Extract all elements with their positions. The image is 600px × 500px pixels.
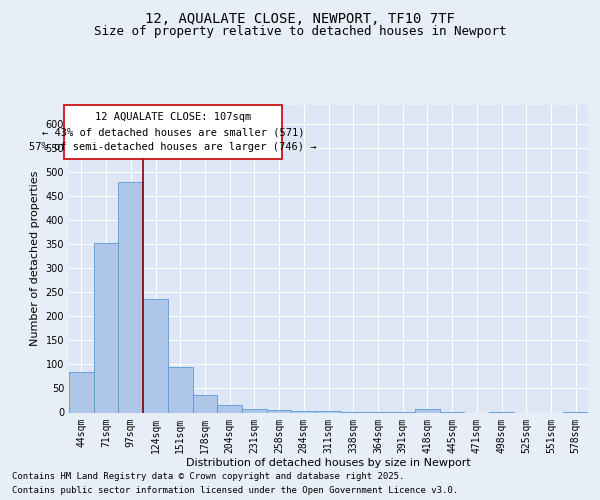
Text: 12, AQUALATE CLOSE, NEWPORT, TF10 7TF: 12, AQUALATE CLOSE, NEWPORT, TF10 7TF: [145, 12, 455, 26]
Bar: [143, 299, 168, 412]
Text: Contains HM Land Registry data © Crown copyright and database right 2025.: Contains HM Land Registry data © Crown c…: [12, 472, 404, 481]
Bar: [94, 244, 118, 412]
Bar: [242, 409, 267, 412]
Bar: [316, 411, 341, 412]
Bar: [118, 182, 143, 412]
Bar: [69, 372, 94, 412]
Bar: [168, 367, 193, 412]
X-axis label: Distribution of detached houses by size in Newport: Distribution of detached houses by size …: [186, 458, 471, 468]
Text: 12 AQUALATE CLOSE: 107sqm
← 43% of detached houses are smaller (571)
57% of semi: 12 AQUALATE CLOSE: 107sqm ← 43% of detac…: [29, 112, 317, 152]
Bar: [267, 410, 292, 412]
Y-axis label: Number of detached properties: Number of detached properties: [30, 171, 40, 346]
Text: Size of property relative to detached houses in Newport: Size of property relative to detached ho…: [94, 24, 506, 38]
Bar: [217, 405, 242, 412]
FancyBboxPatch shape: [64, 105, 282, 159]
Text: Contains public sector information licensed under the Open Government Licence v3: Contains public sector information licen…: [12, 486, 458, 495]
Bar: [292, 410, 316, 412]
Bar: [193, 394, 217, 412]
Bar: [415, 409, 440, 412]
